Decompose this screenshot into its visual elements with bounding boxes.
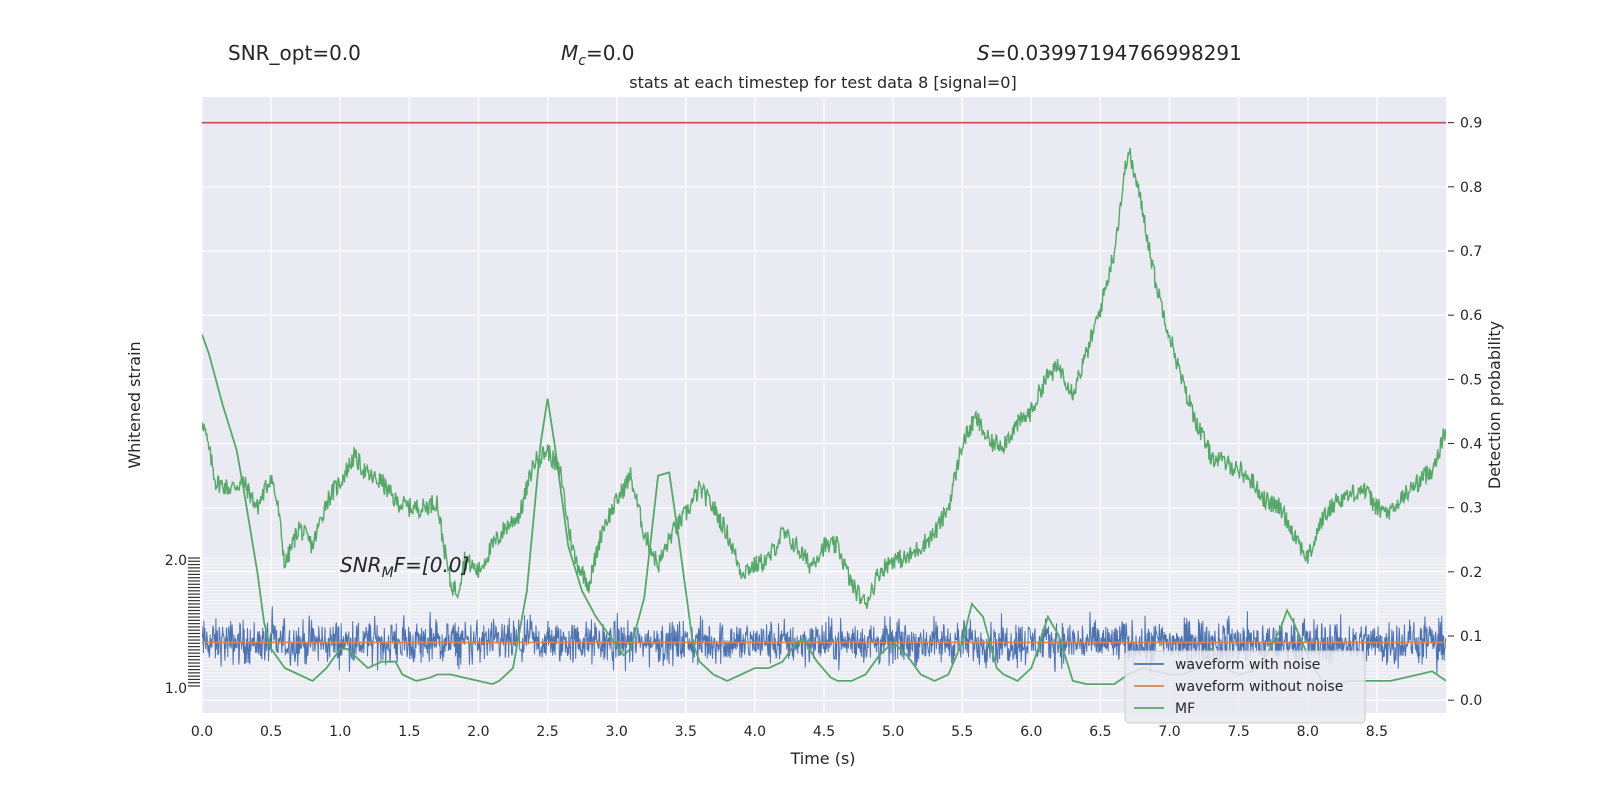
snr-opt-label: SNR_opt=0.0 — [228, 41, 361, 65]
legend-label-clean: waveform without noise — [1175, 679, 1343, 695]
chirp-mass-value: =0.0 — [586, 41, 635, 65]
chirp-mass-var: M — [561, 41, 578, 65]
y-tick-label: 0.9 — [1460, 116, 1482, 132]
right-axis-ticks: 0.0 0.1 0.2 0.3 0.4 0.5 0.6 0.7 0.8 0.9 — [1448, 116, 1482, 709]
legend: waveform with noise waveform without noi… — [1124, 650, 1366, 724]
snr-mf-sub: M — [382, 565, 394, 581]
x-tick-label: 2.5 — [536, 724, 558, 740]
snr-mf-var: SNR — [340, 553, 382, 577]
s-stat-var: S — [977, 41, 990, 65]
snr-mf-rest: F=[0.0] — [394, 553, 470, 577]
x-tick-label: 8.5 — [1366, 724, 1388, 740]
x-tick-label: 6.0 — [1020, 724, 1042, 740]
y-tick-label: 0.2 — [1460, 565, 1482, 581]
legend-label-mf: MF — [1175, 701, 1195, 717]
x-tick-label: 6.5 — [1089, 724, 1111, 740]
y-tick-label: 0.6 — [1460, 308, 1482, 324]
chart-title: stats at each timestep for test data 8 [… — [629, 73, 1016, 92]
y-tick-label: 0.8 — [1460, 180, 1482, 196]
legend-label-noise: waveform with noise — [1175, 657, 1320, 673]
chirp-mass-label: Mc=0.0 — [561, 41, 635, 69]
y-tick-label: 0.3 — [1460, 501, 1482, 517]
noise-waveform-line — [202, 606, 1446, 675]
y-tick-label: 0.5 — [1460, 372, 1482, 388]
right-axis-label: Detection probability — [1485, 321, 1504, 489]
x-tick-label: 2.0 — [467, 724, 489, 740]
left-axis-label: Whitened strain — [125, 341, 144, 468]
snr-mf-annotation: SNRMF=[0.0] — [340, 553, 469, 581]
x-tick-label: 1.0 — [329, 724, 351, 740]
y-tick-label: 0.1 — [1460, 629, 1482, 645]
y-tick-label: 0.0 — [1460, 693, 1482, 709]
x-tick-label: 0.0 — [191, 724, 213, 740]
left-tick-bottom: 1.0 — [165, 681, 187, 697]
x-axis-ticks: 0.0 0.5 1.0 1.5 2.0 2.5 3.0 3.5 4.0 4.5 5.0 5.5 6.0 6… — [191, 724, 1388, 740]
y-tick-label: 0.4 — [1460, 437, 1482, 453]
left-axis-ticks — [188, 557, 200, 687]
x-tick-label: 5.0 — [882, 724, 904, 740]
left-tick-top: 2.0 — [165, 553, 187, 569]
legend-frame — [1124, 650, 1366, 724]
y-tick-label: 0.7 — [1460, 244, 1482, 260]
x-tick-label: 4.0 — [744, 724, 766, 740]
s-stat-label: S=0.03997194766998291 — [977, 41, 1242, 65]
x-axis-label: Time (s) — [789, 749, 855, 768]
x-tick-label: 3.5 — [675, 724, 697, 740]
s-stat-value: =0.03997194766998291 — [990, 41, 1242, 65]
x-tick-label: 4.5 — [813, 724, 835, 740]
x-tick-label: 3.0 — [606, 724, 628, 740]
x-tick-label: 1.5 — [398, 724, 420, 740]
detection-probability-line — [202, 147, 1446, 609]
x-tick-label: 0.5 — [260, 724, 282, 740]
x-tick-label: 8.0 — [1297, 724, 1319, 740]
chirp-mass-sub: c — [578, 53, 586, 69]
x-tick-label: 5.5 — [951, 724, 973, 740]
x-tick-label: 7.0 — [1158, 724, 1180, 740]
x-tick-label: 7.5 — [1228, 724, 1250, 740]
